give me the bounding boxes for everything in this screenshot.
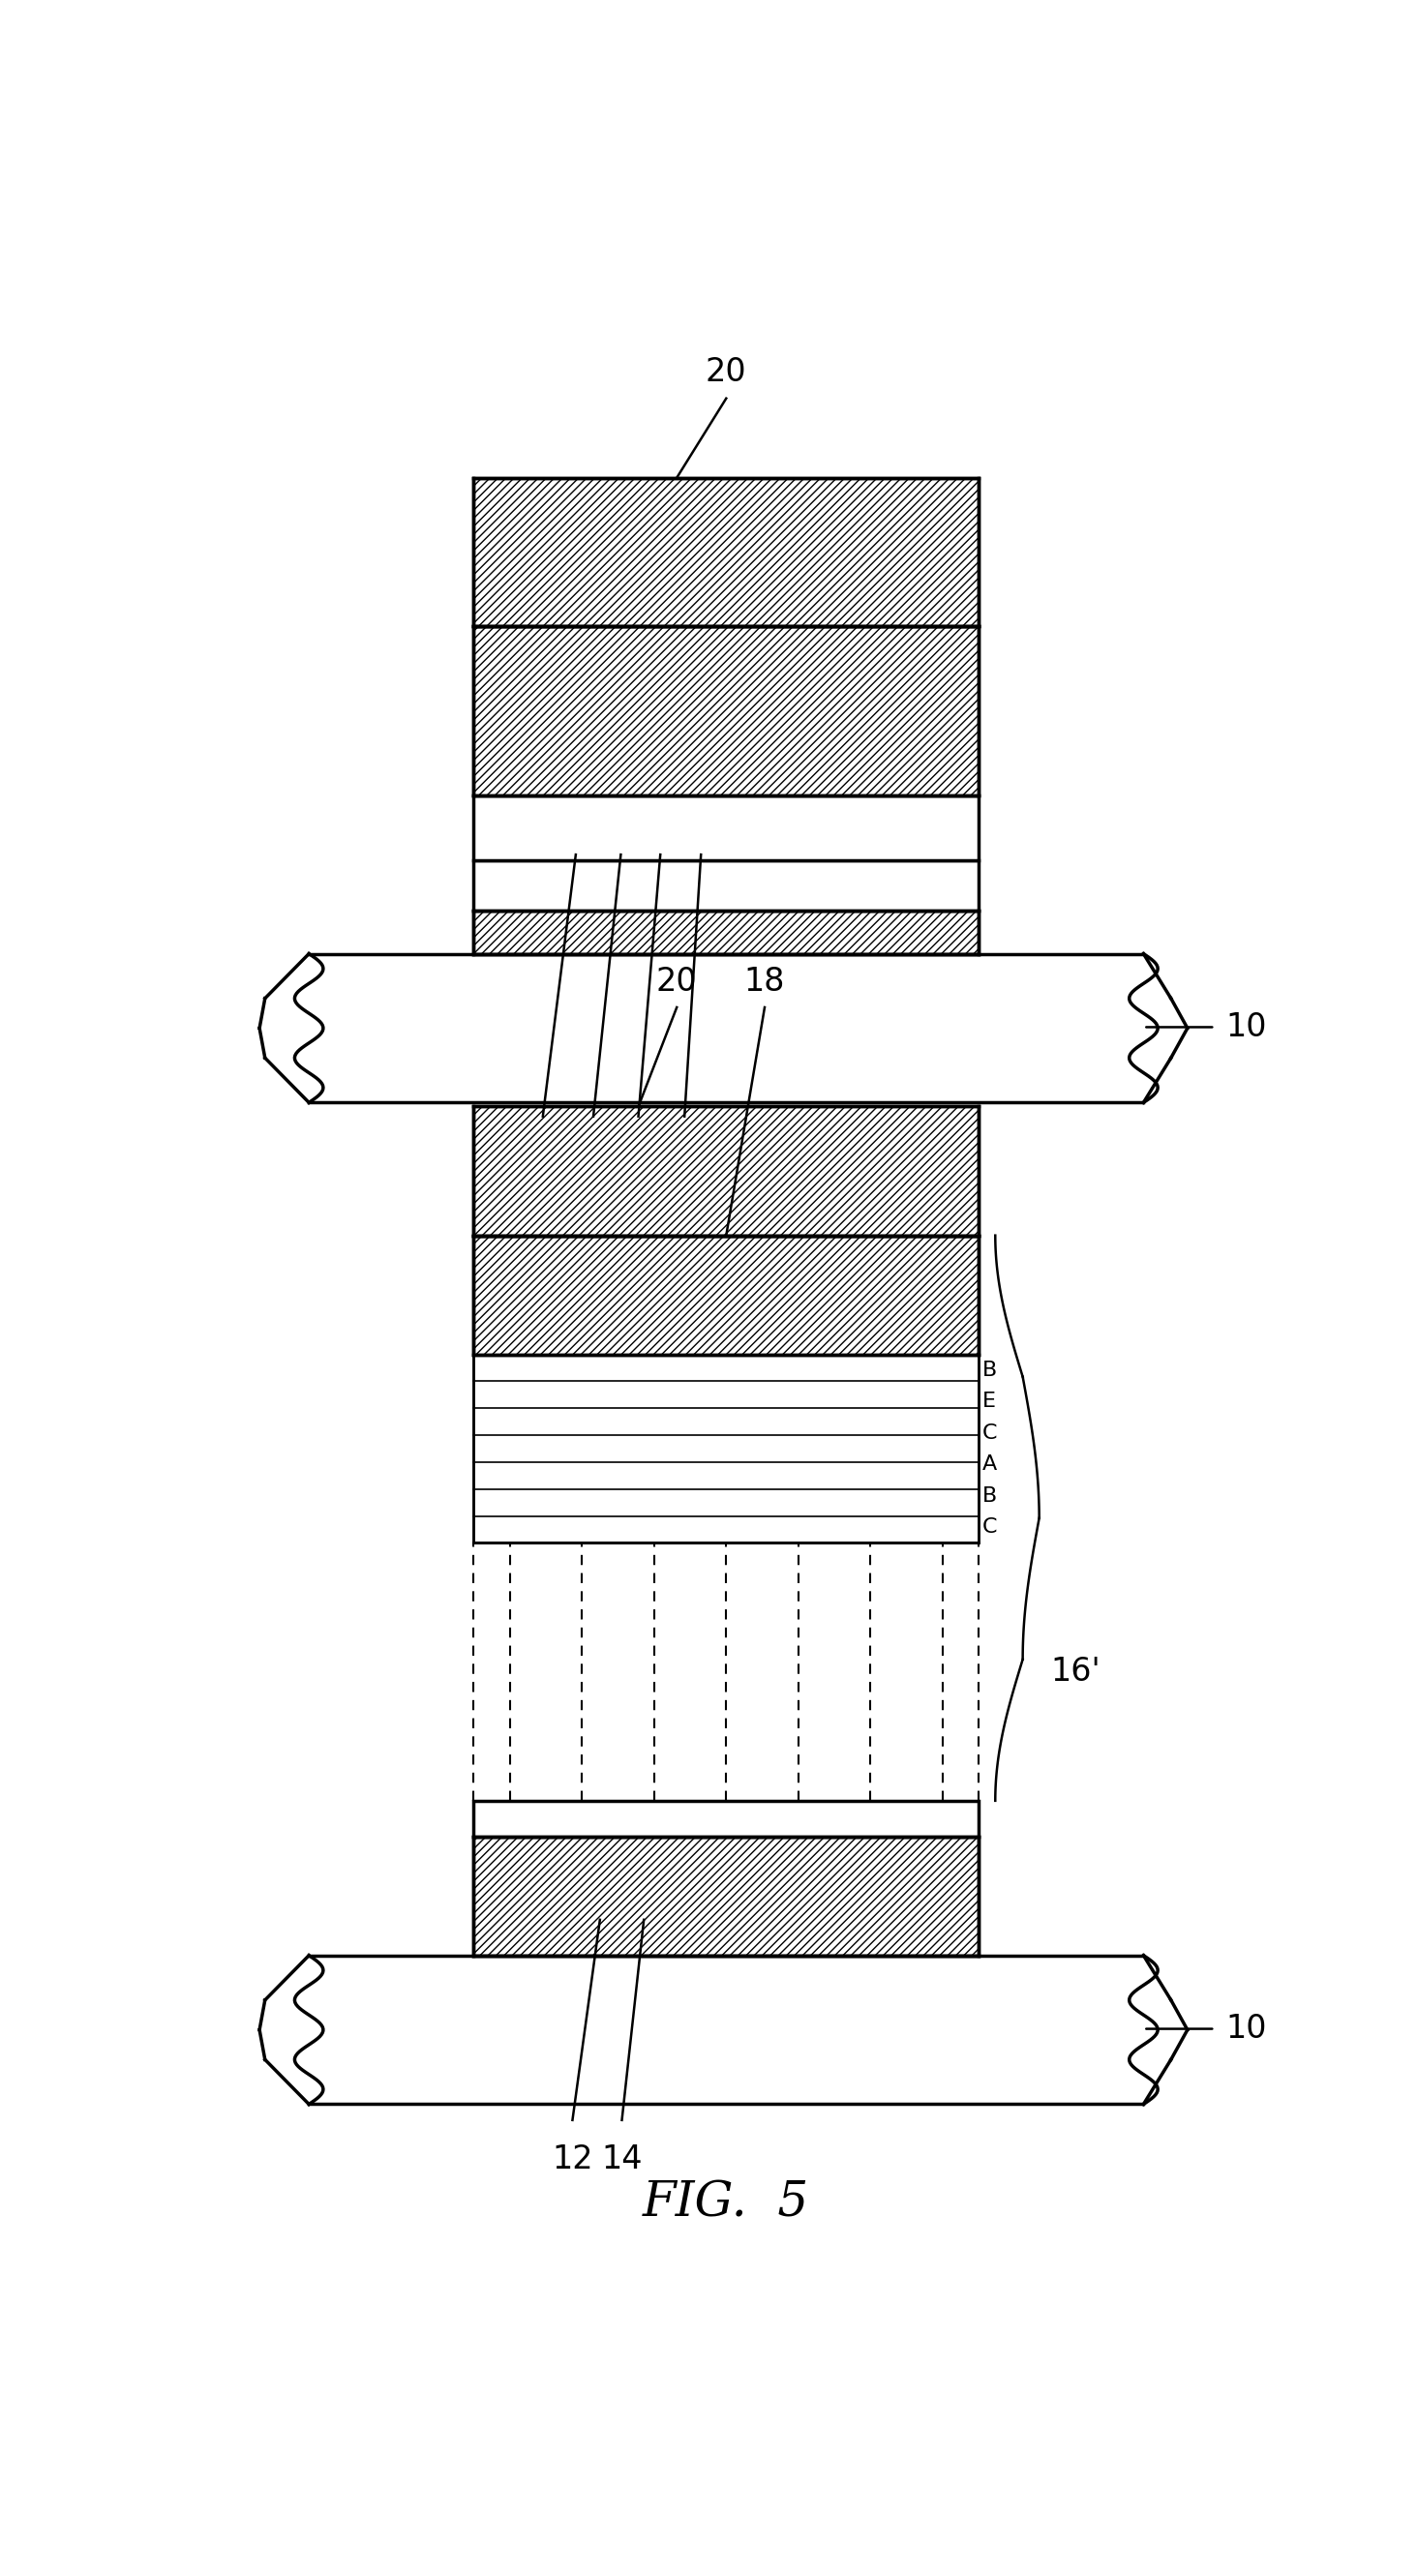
Text: FIG.  4: FIG. 4 <box>643 1208 809 1255</box>
Bar <box>473 796 979 860</box>
Text: 18: 18 <box>665 1146 706 1177</box>
Text: FIG.  5: FIG. 5 <box>643 2179 809 2228</box>
Bar <box>473 1801 979 1837</box>
Text: 16: 16 <box>618 1146 659 1177</box>
Text: 14: 14 <box>601 2143 642 2177</box>
Bar <box>473 1236 979 1355</box>
Text: 10: 10 <box>1226 1012 1267 1043</box>
Bar <box>473 626 979 796</box>
Text: B: B <box>982 1360 996 1381</box>
Text: 14: 14 <box>572 1146 614 1177</box>
Text: A: A <box>982 1455 996 1473</box>
Text: C: C <box>982 1517 998 1538</box>
Text: 20: 20 <box>706 355 747 389</box>
Bar <box>473 477 979 626</box>
Bar <box>309 953 1144 1103</box>
Text: B: B <box>982 1486 996 1504</box>
Text: 12: 12 <box>523 1146 564 1177</box>
Bar <box>473 860 979 909</box>
Text: E: E <box>982 1391 996 1412</box>
Text: 10: 10 <box>1226 2012 1267 2045</box>
Bar <box>473 909 979 953</box>
Text: C: C <box>982 1425 998 1443</box>
Bar <box>473 1108 979 1236</box>
Bar <box>473 1355 979 1543</box>
Bar <box>309 1955 1144 2105</box>
Text: 16': 16' <box>1050 1656 1100 1687</box>
Text: 20: 20 <box>656 966 697 997</box>
Text: 12: 12 <box>551 2143 594 2177</box>
Text: 18: 18 <box>744 966 785 997</box>
Bar <box>473 1837 979 1955</box>
